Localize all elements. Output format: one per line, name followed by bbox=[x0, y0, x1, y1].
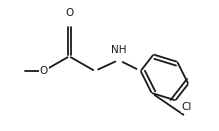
Text: NH: NH bbox=[111, 45, 126, 55]
Text: O: O bbox=[65, 8, 73, 18]
Text: Cl: Cl bbox=[181, 102, 192, 112]
Text: O: O bbox=[39, 66, 48, 76]
